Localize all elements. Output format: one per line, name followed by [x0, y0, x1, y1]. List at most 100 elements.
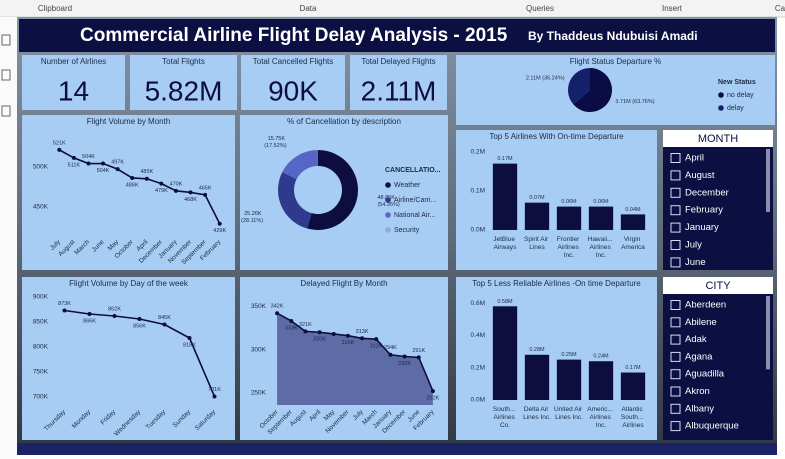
legend-label: Weather [394, 182, 421, 189]
point [130, 175, 135, 180]
point [388, 352, 393, 357]
side-icon[interactable] [1, 105, 11, 117]
slicer-item[interactable]: Adak [685, 334, 707, 345]
ribbon-label: Data [300, 4, 317, 13]
slicer-checkbox[interactable] [670, 317, 681, 328]
data-label: 511K [68, 162, 81, 168]
slice [307, 150, 358, 230]
point [402, 354, 407, 359]
data-label: 521K [53, 140, 66, 146]
slicer-title: CITY [705, 280, 731, 292]
title-band [19, 19, 775, 52]
data-label: 0.04M [625, 207, 641, 213]
kpi-value: 90K [268, 75, 318, 106]
slicer-checkbox[interactable] [670, 257, 681, 268]
kpi-card [130, 55, 237, 110]
slicer-item[interactable]: February [685, 205, 723, 216]
data-label: 479K [155, 188, 168, 194]
ribbon-label: Clipboard [38, 4, 72, 13]
slicer-item[interactable]: Albany [685, 403, 714, 414]
bar [620, 372, 646, 400]
slicer-item[interactable]: Aberdeen [685, 300, 726, 311]
data-label: 0.17M [625, 365, 641, 371]
kpi-label: Number of Airlines [41, 57, 106, 66]
point [87, 312, 92, 316]
kpi-label: Total Cancelled Flights [253, 57, 333, 66]
data-label: 0.58M [497, 299, 513, 305]
bar [492, 163, 518, 230]
slicer-checkbox[interactable] [670, 187, 681, 198]
data-label: 321K [299, 322, 312, 328]
slicer-item[interactable]: Akron [685, 386, 710, 397]
data-label: 866K [83, 318, 96, 324]
slicer-item[interactable]: January [685, 222, 719, 233]
slicer [663, 130, 773, 270]
data-label: 862K [108, 306, 121, 312]
data-label: 845K [158, 315, 171, 321]
y-tick-label: 750K [33, 369, 49, 376]
author: By Thaddeus Ndubuisi Amadi [528, 29, 698, 43]
slicer-item[interactable]: July [685, 240, 702, 251]
point [162, 322, 167, 327]
data-label: 486K [126, 182, 139, 188]
x-tick-label: Americ... Airlines Inc. [587, 406, 614, 429]
y-tick-label: 0.1M [471, 188, 485, 195]
data-label: 0.17M [497, 156, 513, 162]
legend-title: New Status [718, 79, 756, 86]
slicer-item[interactable]: Aguadilla [685, 369, 725, 380]
slicer-checkbox[interactable] [670, 351, 681, 362]
slicer-checkbox[interactable] [670, 240, 681, 250]
slicer-item[interactable]: Albuquerque [685, 421, 739, 432]
slicer-item[interactable]: Agana [685, 351, 713, 362]
slicer-checkbox[interactable] [670, 386, 681, 397]
data-label: 0.06M [561, 199, 577, 205]
bar [524, 354, 550, 400]
chart-panel [22, 277, 235, 440]
data-label: 313K [356, 329, 369, 335]
point [101, 161, 106, 166]
legend-label: National Air... [394, 212, 435, 219]
slicer-checkbox[interactable] [670, 153, 681, 163]
slicer-item[interactable]: June [685, 257, 706, 268]
slicer-item[interactable]: August [685, 170, 715, 181]
x-tick-label: Delta Air Lines Inc. [523, 406, 551, 421]
legend-swatch [718, 105, 724, 111]
data-label: 0.07M [529, 195, 545, 201]
x-tick-label: Atlantic South... Airlines [621, 406, 645, 429]
scrollbar [766, 296, 770, 370]
side-icon[interactable] [1, 34, 11, 46]
bar [588, 361, 614, 400]
data-label: 0.28M [529, 347, 545, 353]
slicer-checkbox[interactable] [670, 334, 681, 345]
slicer-checkbox[interactable] [670, 222, 681, 233]
slicer-header [663, 130, 773, 147]
slicer-checkbox[interactable] [670, 300, 681, 310]
slicer-item[interactable]: April [685, 153, 704, 164]
ribbon-label: Insert [662, 4, 683, 13]
y-tick-label: 0.4M [471, 332, 485, 339]
slicer-checkbox[interactable] [670, 205, 681, 216]
kpi-card [22, 55, 125, 110]
slicer-checkbox[interactable] [670, 170, 681, 181]
y-tick-label: 300K [251, 346, 267, 353]
point [217, 221, 222, 226]
data-label: 252K [426, 396, 439, 402]
data-label: 429K [213, 228, 226, 234]
point [275, 311, 280, 316]
point [86, 161, 91, 166]
chart-title: Top 5 Less Reliable Airlines -On time De… [472, 279, 641, 288]
slicer-checkbox[interactable] [670, 369, 681, 380]
y-tick-label: 900K [33, 294, 49, 301]
data-label: 470K [170, 181, 183, 187]
data-label: 701K [208, 387, 221, 393]
slicer-checkbox[interactable] [670, 421, 681, 432]
bar [556, 359, 582, 400]
slicer-item[interactable]: Abilene [685, 317, 717, 328]
ribbon-label: Queries [526, 4, 554, 13]
side-icon[interactable] [1, 69, 11, 81]
dashboard-title: Commercial Airline Flight Delay Analysis… [80, 25, 508, 46]
data-label: 291K [412, 348, 425, 354]
slicer-checkbox[interactable] [670, 403, 681, 414]
bar [588, 206, 614, 230]
slicer-item[interactable]: December [685, 187, 729, 198]
